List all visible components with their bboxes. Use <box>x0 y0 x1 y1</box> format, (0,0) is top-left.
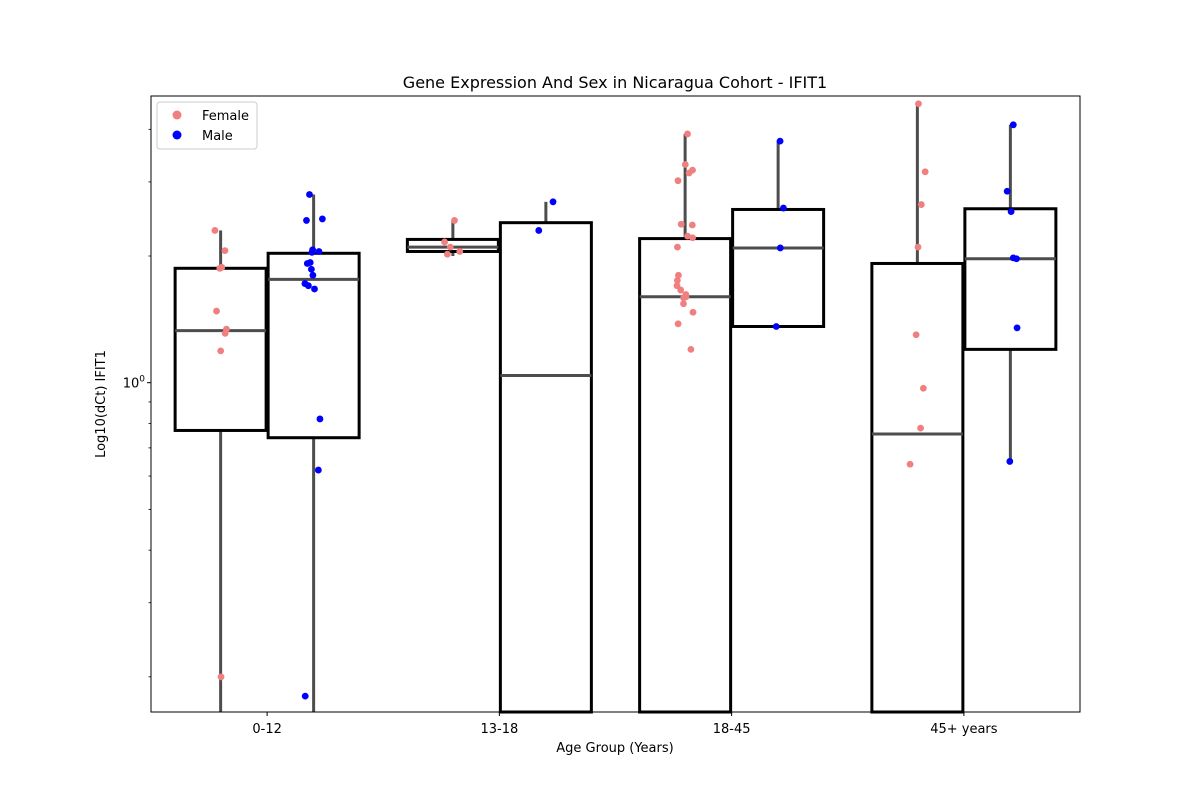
x-tick-label: 45+ years <box>930 722 998 737</box>
data-point-female <box>221 329 229 337</box>
data-point-female <box>689 234 696 242</box>
data-point-female <box>674 243 681 251</box>
data-point-male <box>780 204 787 212</box>
y-tick-label: 100 <box>123 375 146 392</box>
data-point-female <box>681 161 689 168</box>
data-point-female <box>443 250 451 258</box>
data-point-male <box>314 466 322 474</box>
data-point-male <box>1003 187 1011 195</box>
x-tick-label: 0-12 <box>252 722 282 737</box>
data-point-female <box>446 243 454 251</box>
data-point-male <box>307 265 315 273</box>
data-point-female <box>921 168 929 176</box>
plot-frame <box>150 95 1081 713</box>
data-point-female <box>919 384 927 392</box>
data-point-male <box>549 198 557 206</box>
data-point-male <box>304 282 312 290</box>
x-tick-label: 18-45 <box>713 722 751 737</box>
data-point-female <box>687 345 695 353</box>
data-point-female <box>917 201 925 208</box>
data-point-female <box>674 320 682 328</box>
legend-male-marker <box>172 130 182 140</box>
data-point-male <box>776 244 784 252</box>
x-tick-label: 13-18 <box>480 722 518 737</box>
data-point-male <box>303 217 310 224</box>
data-point-female <box>675 271 682 279</box>
data-point-male <box>303 260 311 267</box>
data-point-female <box>674 177 682 185</box>
data-point-female <box>677 220 685 228</box>
data-point-male <box>1009 121 1017 129</box>
data-point-male <box>306 191 313 198</box>
data-point-male <box>315 248 323 255</box>
data-point-male <box>301 692 309 700</box>
data-point-female <box>917 424 924 432</box>
data-point-male <box>535 227 543 234</box>
chart-title: Gene Expression And Sex in Nicaragua Coh… <box>403 73 827 92</box>
data-point-male <box>1006 458 1014 465</box>
data-point-male <box>311 285 318 293</box>
x-axis-label: Age Group (Years) <box>556 741 673 756</box>
data-point-male <box>1007 208 1015 216</box>
legend-female-marker <box>172 110 182 120</box>
data-point-female <box>211 227 219 234</box>
data-point-female <box>677 286 685 294</box>
data-point-female <box>451 217 458 224</box>
data-point-male <box>1013 324 1021 332</box>
legend-male-label: Male <box>202 129 233 144</box>
data-point-female <box>914 243 922 251</box>
legend: Female Male <box>156 101 258 150</box>
data-point-female <box>221 247 229 255</box>
data-point-male <box>309 271 317 279</box>
axis-ticks: 0-12 13-18 18-45 45+ years 100 <box>123 128 998 737</box>
box-body <box>405 237 500 253</box>
data-point-female <box>688 221 696 229</box>
y-axis-label: Log10(dCt) IFIT1 <box>94 350 109 458</box>
legend-box <box>156 101 258 150</box>
data-point-male <box>776 137 784 145</box>
data-point-female <box>906 460 914 468</box>
data-point-female <box>689 308 697 316</box>
data-point-female <box>456 248 464 255</box>
data-point-female <box>213 307 220 315</box>
data-point-female <box>680 300 687 308</box>
data-point-male <box>1013 255 1020 263</box>
data-point-female <box>680 294 687 302</box>
data-point-female <box>685 169 693 177</box>
data-point-male <box>308 248 316 256</box>
data-point-female <box>216 264 224 272</box>
legend-female-label: Female <box>202 109 249 124</box>
data-point-female <box>915 100 922 108</box>
data-point-female <box>684 130 691 138</box>
data-point-male <box>316 415 324 423</box>
data-point-female <box>673 277 681 284</box>
data-point-male <box>772 323 780 330</box>
data-point-male <box>318 215 326 223</box>
data-point-female <box>217 347 225 355</box>
data-point-female <box>441 238 448 246</box>
data-point-female <box>217 673 225 681</box>
data-point-female <box>912 331 920 339</box>
